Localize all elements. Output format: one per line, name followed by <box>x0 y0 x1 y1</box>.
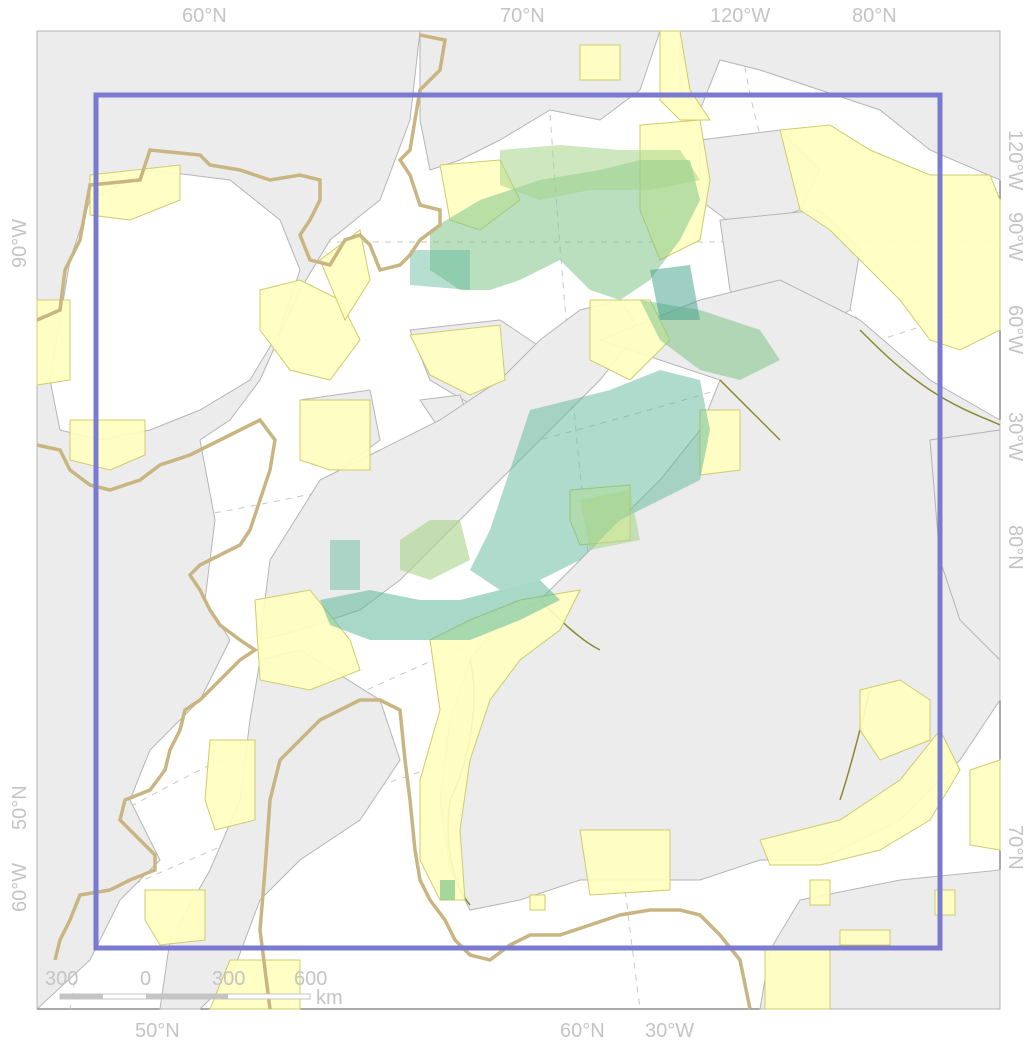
grat-label-left-0: 90°W <box>9 219 31 268</box>
scale-tick-0: 300 <box>45 968 78 990</box>
grat-label-right-2: 60°W <box>1004 305 1026 354</box>
graticule-labels-top: 60°N 70°N 120°W 80°N <box>182 5 897 27</box>
map-panel <box>36 30 1001 1011</box>
scale-tick-1: 0 <box>140 968 151 990</box>
extent-box <box>93 92 943 951</box>
scale-tick-2: 300 <box>212 968 245 990</box>
grat-label-left-2: 60°W <box>9 863 31 912</box>
scale-tick-3: 600 <box>294 968 327 990</box>
grat-label-bottom-2: 30°W <box>645 1020 694 1042</box>
study-region-outline <box>36 33 752 1010</box>
graticule-labels-left: 90°W 50°N 60°W <box>9 219 31 912</box>
land-masses <box>36 30 1001 1011</box>
grat-label-right-3: 30°W <box>1004 412 1026 461</box>
grat-label-top-0: 60°N <box>182 5 227 27</box>
grat-label-bottom-1: 60°N <box>560 1020 605 1042</box>
scale-bar-icon <box>59 993 311 1000</box>
grat-label-right-0: 120°W <box>1004 130 1026 190</box>
graticule-labels-bottom: 50°N 60°N 30°W <box>135 1020 694 1042</box>
grat-label-left-1: 50°N <box>9 785 31 830</box>
grat-label-bottom-0: 50°N <box>135 1020 180 1042</box>
grat-label-right-4: 80°N <box>1004 525 1026 570</box>
grat-label-top-1: 70°N <box>500 5 545 27</box>
scale-unit: km <box>316 987 343 1009</box>
habitat-gradient <box>320 145 780 900</box>
graticule-labels-right: 120°W 90°W 60°W 30°W 80°N 70°N <box>1004 130 1026 870</box>
protected-areas <box>36 30 1001 1010</box>
grat-label-top-2: 120°W <box>710 5 770 27</box>
grat-label-top-3: 80°N <box>852 5 897 27</box>
grat-label-right-1: 90°W <box>1004 212 1026 261</box>
grat-label-right-5: 70°N <box>1004 825 1026 870</box>
scale-bar: 300 0 300 600 km <box>45 968 343 1009</box>
